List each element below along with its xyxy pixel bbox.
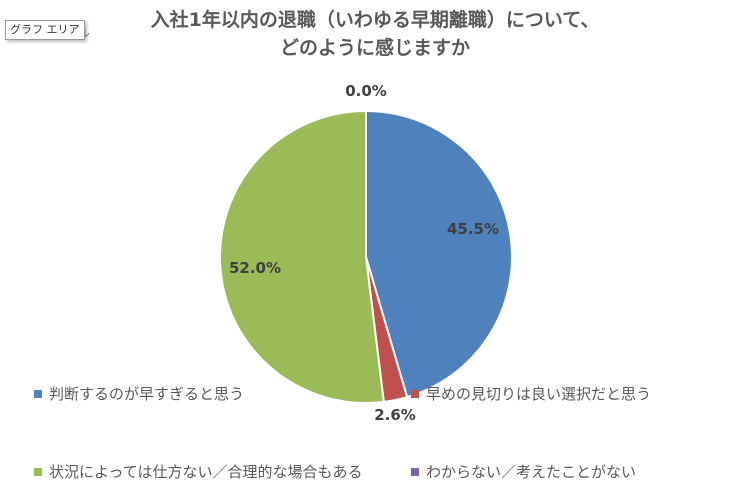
- legend-swatch-4: [411, 467, 419, 476]
- legend-label-2: 早めの見切りは良い選択だと思う: [426, 385, 652, 403]
- legend-item-2[interactable]: 早めの見切りは良い選択だと思う: [411, 383, 651, 404]
- legend-swatch-2: [411, 389, 419, 398]
- legend-item-1[interactable]: 判断するのが早すぎると思う: [34, 383, 244, 404]
- legend-swatch-3: [34, 467, 42, 476]
- data-label-2: 2.6%: [374, 406, 416, 424]
- data-label-1: 45.5%: [447, 220, 499, 238]
- pie-slice-3[interactable]: [219, 109, 385, 404]
- chart-title: 入社1年以内の退職（いわゆる早期離職）について、 どのように感じますか: [95, 6, 655, 62]
- legend-label-4: わからない／考えたことがない: [426, 463, 637, 481]
- data-label-4: 0.0%: [345, 82, 387, 100]
- chart-title-line-1: 入社1年以内の退職（いわゆる早期離職）について、: [150, 9, 600, 31]
- legend-item-3[interactable]: 状況によっては仕方ない／合理的な場合もある: [34, 461, 363, 482]
- legend-swatch-1: [34, 389, 42, 398]
- pie-slice-1[interactable]: [365, 109, 513, 399]
- legend-item-4[interactable]: わからない／考えたことがない: [411, 461, 636, 482]
- legend-label-3: 状況によっては仕方ない／合理的な場合もある: [49, 463, 363, 481]
- data-label-3: 52.0%: [229, 259, 281, 277]
- chart-area-tooltip: グラフ エリア: [5, 20, 85, 40]
- chart-title-line-2: どのように感じますか: [279, 37, 470, 59]
- legend-label-1: 判断するのが早すぎると思う: [49, 385, 245, 403]
